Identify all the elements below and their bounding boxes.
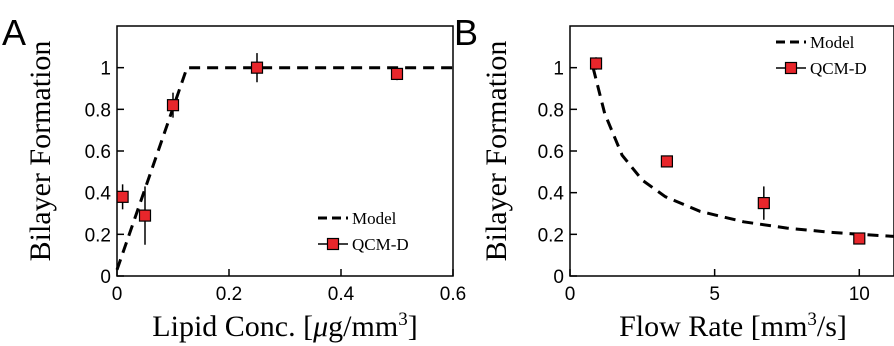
legend-swatch-marker	[326, 237, 340, 251]
x-tick-label: 0.2	[216, 284, 242, 305]
y-tick-label: 0.2	[85, 225, 111, 246]
y-tick-label: 0	[553, 267, 564, 288]
y-tick-label: 0.8	[85, 100, 111, 121]
y-tick-label: 0.8	[538, 100, 564, 121]
y-tick-label: 1	[100, 59, 111, 80]
legend-swatch-marker	[784, 61, 798, 75]
legend-a: Model QCM-D	[318, 209, 409, 254]
legend-label: Model	[810, 33, 855, 52]
y-tick-label: 1	[553, 59, 564, 80]
panel-letter-b: B	[454, 12, 478, 53]
data-point	[250, 61, 264, 74]
legend-b: Model QCM-D	[776, 33, 867, 78]
x-tick-label: 0.6	[440, 284, 466, 305]
x-axis-label-a: Lipid Conc. [μg/mm3]	[152, 309, 417, 343]
y-tick-label: 0.2	[538, 225, 564, 246]
x-tick-label: 0	[565, 284, 576, 305]
x-tick-label: 0.4	[328, 284, 355, 305]
data-point	[757, 196, 770, 210]
legend-label: QCM-D	[810, 59, 867, 78]
x-tick-label: 0	[112, 284, 123, 305]
x-tick-label: 5	[709, 284, 720, 305]
data-point	[166, 99, 180, 112]
data-point	[138, 209, 152, 222]
y-tick-label: 0.4	[85, 184, 112, 205]
model-line	[591, 67, 894, 238]
data-point	[660, 155, 674, 168]
panel-letter-a: A	[2, 12, 26, 53]
data-point	[116, 190, 129, 203]
data-point	[390, 67, 404, 81]
y-axis-label-a: Bilayer Formation	[24, 41, 57, 262]
panel-b: B 00.20.40.60.810 5 10 Flow Rate [mm3/s] B…	[454, 12, 894, 343]
y-tick-label: 0	[100, 267, 111, 288]
y-tick-label: 0.4	[538, 184, 565, 205]
data-point	[589, 57, 603, 70]
legend-label: QCM-D	[352, 235, 409, 254]
data-point	[853, 232, 866, 245]
legend-label: Model	[352, 209, 397, 228]
x-tick-label: 10	[849, 284, 870, 305]
y-tick-label: 0.6	[538, 142, 564, 163]
x-axis-label-b: Flow Rate [mm3/s]	[619, 309, 847, 343]
y-tick-label: 0.6	[85, 142, 111, 163]
panel-a: A 0 0.2 0.4 0.6 0.8 1 0 0.2 0.4 0.6 Lipid Conc. […	[2, 12, 466, 343]
y-axis-label-b: Bilayer Formation	[480, 41, 513, 262]
